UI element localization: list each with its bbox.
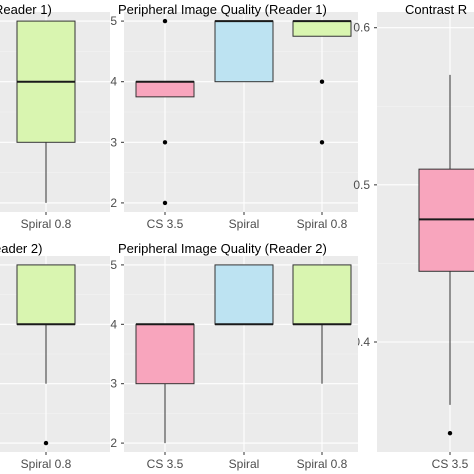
panel-2: 2 3 4 5 CS 3.5 Spiral Spiral 0.8 Peripheral Ima… <box>110 2 358 231</box>
y-tick-label: 4 <box>110 75 117 89</box>
box-cs-3-5 <box>418 74 474 436</box>
panel-4: Spiral 0.8 eader 2) <box>0 241 110 471</box>
outlier-point <box>162 140 168 145</box>
x-tick-label: CS 3.5 <box>432 457 469 471</box>
y-tick-label: 0.5 <box>353 178 370 192</box>
box-body <box>135 323 195 385</box>
x-tick-label: Spiral 0.8 <box>21 217 72 231</box>
box-cs-3-5 <box>135 323 195 444</box>
x-tick-label: Spiral 0.8 <box>297 217 348 231</box>
box-spiral-0-8 <box>292 20 352 145</box>
box-spiral-0-8 <box>16 264 76 446</box>
y-tick-label: 5 <box>110 14 117 28</box>
box-body <box>292 20 352 37</box>
box-spiral <box>214 20 274 83</box>
outlier-point <box>43 440 49 446</box>
y-tick-label: 5 <box>110 258 117 272</box>
y-tick-label: 2 <box>110 436 117 450</box>
panel-title: eader 2) <box>0 241 42 256</box>
box-body <box>214 264 274 325</box>
box-body <box>214 20 274 83</box>
outlier-point <box>319 79 325 84</box>
panel-title: Peripheral Image Quality (Reader 2) <box>118 241 327 256</box>
outlier-point <box>162 200 168 206</box>
outlier-point <box>162 18 168 24</box>
x-tick-label: Spiral 0.8 <box>297 457 348 471</box>
box-spiral-0-8 <box>16 20 76 203</box>
box-body <box>16 264 76 325</box>
y-tick-label: 0.6 <box>353 21 370 35</box>
panel-5: 2 3 4 5 CS 3.5 Spiral Spiral 0.8 Peripheral Ima… <box>110 241 358 471</box>
x-tick-label: CS 3.5 <box>147 217 184 231</box>
y-tick-label: 4 <box>110 317 117 331</box>
x-tick-label: Spiral 0.8 <box>21 457 72 471</box>
box-spiral-0-8 <box>292 264 352 384</box>
box-body <box>135 81 195 98</box>
x-tick-label: CS 3.5 <box>147 457 184 471</box>
y-tick-label: 3 <box>110 377 117 391</box>
panel-title: Reader 1) <box>0 2 52 17</box>
box-cs-3-5 <box>135 18 195 206</box>
x-tick-label: Spiral <box>229 217 260 231</box>
panel-title: Peripheral Image Quality (Reader 1) <box>118 2 327 17</box>
panel-1: Spiral 0.8 Reader 1) <box>0 2 110 231</box>
outlier-point <box>319 140 325 145</box>
y-tick-label: 3 <box>110 135 117 149</box>
y-tick-label: 2 <box>110 196 117 210</box>
box-body <box>292 264 352 325</box>
x-tick-label: Spiral <box>229 457 260 471</box>
outlier-point <box>447 430 453 436</box>
panel-title: Contrast R <box>405 2 467 17</box>
box-spiral <box>214 264 274 326</box>
